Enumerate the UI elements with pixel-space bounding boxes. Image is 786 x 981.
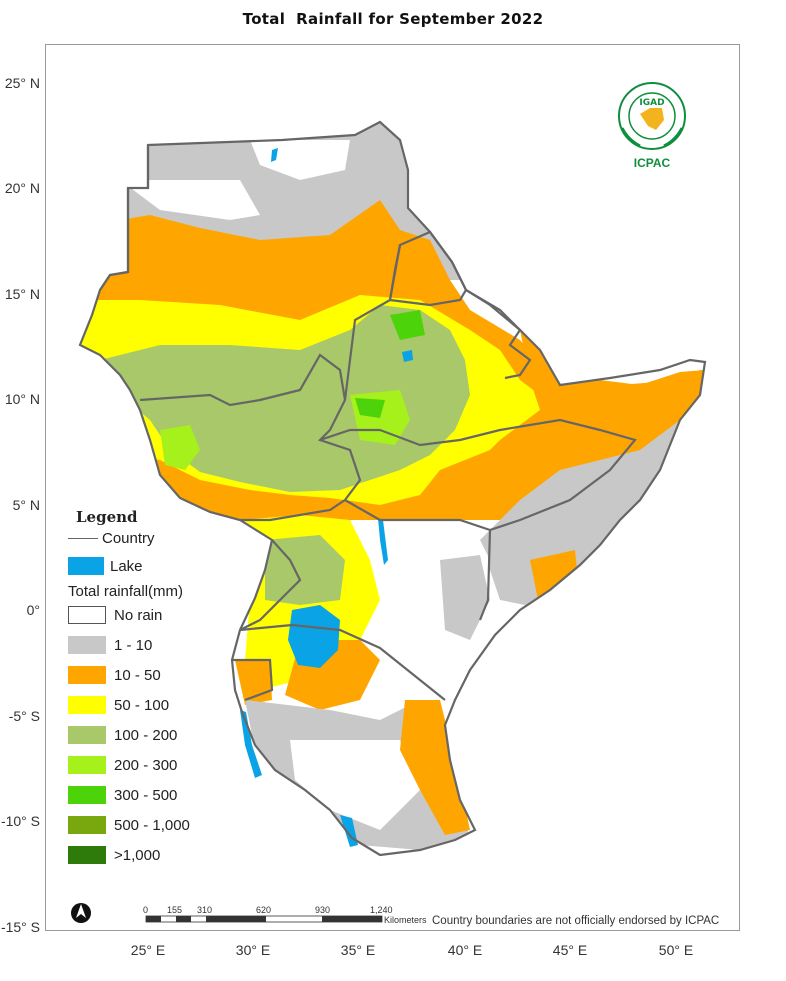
legend-class-swatch (68, 846, 106, 864)
legend-class-label: >1,000 (114, 846, 161, 864)
lat-label-25n: 25° N (4, 75, 40, 91)
legend-class-swatch (68, 666, 106, 684)
legend-lake-label: Lake (110, 557, 143, 575)
igad-icpac-logo: IGAD ICPAC (610, 78, 694, 178)
legend-title: Legend (76, 508, 138, 526)
logo-caption: ICPAC (633, 156, 671, 170)
lat-label-5n: 5° N (12, 497, 40, 513)
lake-swatch (68, 557, 104, 575)
legend-class-label: 1 - 10 (114, 636, 153, 654)
scale-tick-155: 155 (167, 905, 183, 915)
legend-class-label: 100 - 200 (114, 726, 178, 744)
legend-class-label: 500 - 1,000 (114, 816, 190, 834)
scale-tick-930: 930 (315, 905, 331, 915)
lat-label-10s: -10° S (0, 813, 40, 829)
svg-text:IGAD: IGAD (639, 98, 664, 108)
legend-rain-title: Total rainfall(mm) (68, 583, 184, 600)
legend-country-label: Country (102, 530, 155, 547)
scale-tick-0: 0 (143, 905, 149, 915)
map-title: Total Rainfall for September 2022 (242, 10, 544, 28)
legend-class-row: 500 - 1,000 (68, 810, 190, 840)
legend-lake-row: Lake (68, 557, 190, 575)
lat-label-10n: 10° N (4, 391, 40, 407)
legend-class-row: 200 - 300 (68, 750, 190, 780)
scale-unit: Kilometers (384, 915, 427, 925)
north-arrow-icon (71, 903, 91, 923)
legend-class-swatch (68, 726, 106, 744)
legend-class-swatch (68, 786, 106, 804)
scale-tick-620: 620 (256, 905, 272, 915)
legend-class-label: 50 - 100 (114, 696, 170, 714)
legend-class-label: No rain (114, 606, 163, 624)
lat-label-0: 0° (26, 602, 40, 618)
legend-class-row: >1,000 (68, 840, 190, 870)
country-line-icon (68, 538, 98, 539)
lon-label-35e: 35° E (340, 942, 376, 958)
legend-country-row: Country (68, 530, 190, 547)
legend: Legend Country Lake Total rainfall(mm) N… (68, 508, 190, 870)
lat-label-15s: -15° S (0, 919, 40, 935)
legend-class-swatch (68, 696, 106, 714)
legend-class-swatch (68, 756, 106, 774)
lon-label-45e: 45° E (552, 942, 588, 958)
lon-label-40e: 40° E (447, 942, 483, 958)
scale-tick-310: 310 (197, 905, 213, 915)
legend-class-swatch (68, 606, 106, 624)
lon-label-30e: 30° E (235, 942, 271, 958)
lat-label-15n: 15° N (4, 286, 40, 302)
legend-class-row: 10 - 50 (68, 660, 190, 690)
rainfall-layers (80, 122, 705, 855)
lakes (240, 148, 413, 847)
legend-class-row: No rain (68, 600, 190, 630)
legend-class-label: 10 - 50 (114, 666, 161, 684)
legend-class-list: No rain 1 - 10 10 - 50 50 - 100 100 - 200 200… (68, 600, 190, 870)
legend-class-row: 100 - 200 (68, 720, 190, 750)
legend-class-label: 300 - 500 (114, 786, 178, 804)
legend-class-swatch (68, 636, 106, 654)
lat-label-20n: 20° N (4, 180, 40, 196)
legend-class-label: 200 - 300 (114, 756, 178, 774)
legend-class-row: 300 - 500 (68, 780, 190, 810)
boundary-note: Country boundaries are not officially en… (432, 915, 720, 927)
legend-class-swatch (68, 816, 106, 834)
legend-class-row: 50 - 100 (68, 690, 190, 720)
lat-label-5s: -5° S (8, 708, 40, 724)
country-boundaries (78, 120, 707, 857)
legend-class-row: 1 - 10 (68, 630, 190, 660)
scale-tick-1240: 1,240 (370, 905, 393, 915)
lon-label-50e: 50° E (658, 942, 694, 958)
lon-label-25e: 25° E (130, 942, 166, 958)
scale-bar (145, 915, 383, 923)
